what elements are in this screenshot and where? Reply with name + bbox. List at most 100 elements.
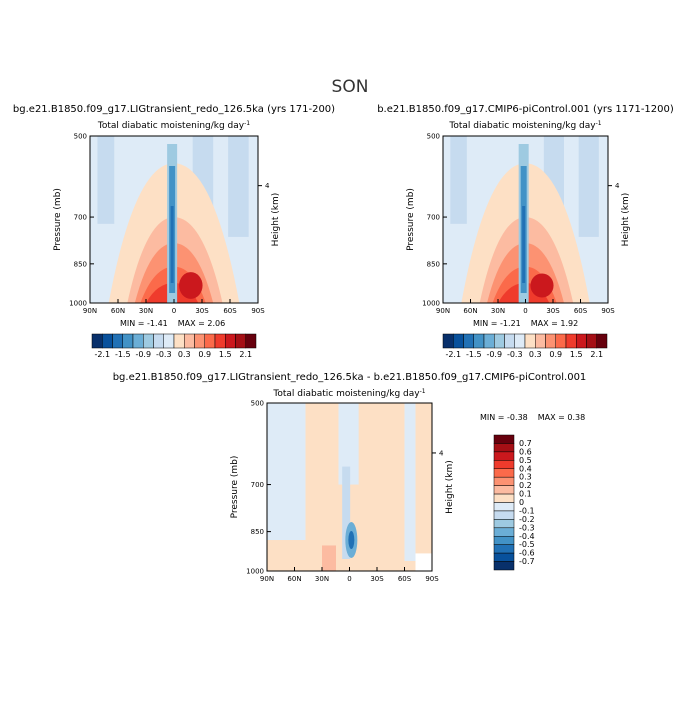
y-tick-label: 500: [427, 133, 440, 141]
x-tick-label: 90S: [425, 575, 439, 583]
colorbar-label: 2.1: [590, 350, 603, 359]
colorbar-swatch: [493, 519, 515, 529]
field-band: [267, 403, 306, 541]
colorbar-swatch: [204, 333, 216, 349]
colorbar-label: -0.9: [135, 350, 151, 359]
panels-layer: bg.e21.B1850.f09_g17.LIGtransient_redo_1…: [13, 104, 674, 583]
season-title: SON: [332, 77, 369, 97]
colorbar-swatch: [112, 333, 123, 349]
y-tick-label: 700: [74, 214, 87, 222]
colorbar-label: -0.1: [519, 506, 535, 515]
colorbar-swatch: [493, 527, 515, 537]
min-max-text: MIN = -1.21 MAX = 1.92: [473, 319, 578, 328]
field-band: [322, 545, 336, 571]
panel-subtitle-sup: -1: [420, 388, 426, 395]
colorbar-swatch: [545, 333, 556, 349]
colorbar-swatch: [493, 536, 515, 545]
field-band: [342, 466, 351, 559]
x-tick-label: 30S: [370, 575, 384, 583]
x-tick-label: 30S: [195, 307, 209, 315]
colorbar-swatch: [493, 485, 515, 495]
x-tick-label: 60S: [398, 575, 412, 583]
x-tick-label: 60N: [463, 307, 477, 315]
field-band: [338, 403, 359, 485]
colorbar-label: -1.5: [466, 350, 482, 359]
colorbar-swatch: [102, 333, 113, 349]
colorbar-swatch: [225, 333, 236, 349]
max-label: MAX =: [531, 319, 561, 328]
colorbar-swatch: [132, 333, 144, 349]
x-tick-label: 30N: [139, 307, 153, 315]
colorbar-swatch: [493, 510, 515, 520]
colorbar-swatch: [504, 333, 515, 349]
colorbar-label: 0.3: [519, 473, 532, 482]
colorbar-label: -0.3: [156, 350, 172, 359]
colorbar-swatch: [565, 333, 577, 349]
x-tick-label: 90N: [260, 575, 274, 583]
max-label: MAX =: [538, 413, 568, 422]
x-tick-label: 0: [347, 575, 351, 583]
y-tick-label: 850: [427, 260, 440, 268]
x-tick-label: 60S: [223, 307, 237, 315]
colorbar-swatch: [493, 476, 515, 486]
colorbar: -2.1 -1.5 -0.9 -0.3 0.3 0.9 1.5 2.1: [442, 333, 608, 359]
x-tick-label: 30N: [315, 575, 329, 583]
y-axis-label: Pressure (mb): [53, 188, 63, 251]
min-value: -1.21: [500, 319, 521, 328]
y2-tick-label: 4: [265, 182, 270, 190]
max-value: 0.38: [567, 413, 585, 422]
colorbar-label: -2.1: [445, 350, 461, 359]
min-value: -1.41: [147, 319, 168, 328]
colorbar-label: -0.3: [519, 523, 535, 532]
y-tick-label: 850: [74, 260, 87, 268]
y2-axis-label: Height (km): [445, 460, 455, 514]
colorbar-label: 0.4: [519, 464, 532, 473]
colorbar-swatch: [576, 333, 587, 349]
colorbar-label: 1.5: [570, 350, 583, 359]
y2-tick-label: 4: [439, 449, 444, 457]
colorbar-swatch: [122, 333, 134, 349]
x-tick-label: 60N: [287, 575, 301, 583]
panel-title: b.e21.B1850.f09_g17.CMIP6-piControl.001 …: [377, 104, 674, 115]
colorbar-swatch: [493, 552, 515, 562]
colorbar-swatch: [235, 333, 246, 349]
colorbar-swatch: [555, 333, 567, 349]
colorbar-swatch: [453, 333, 464, 349]
colorbar-swatch: [245, 333, 257, 349]
colorbar-swatch: [163, 333, 175, 349]
colorbar-swatch: [586, 333, 597, 349]
min-label: MIN =: [473, 319, 500, 328]
y-axis-label: Pressure (mb): [230, 456, 240, 519]
colorbar-swatch: [514, 333, 526, 349]
colorbar-label: -1.5: [115, 350, 131, 359]
colorbar-swatch: [494, 333, 505, 349]
panel-subtitle-sup: -1: [596, 120, 602, 127]
colorbar-swatch: [143, 333, 154, 349]
y2-axis-label: Height (km): [621, 193, 631, 247]
min-value: -0.38: [507, 413, 528, 422]
colorbar-swatch: [194, 333, 205, 349]
colorbar-label: -0.9: [486, 350, 502, 359]
colorbar-label: 2.1: [239, 350, 252, 359]
colorbar-swatch: [493, 561, 515, 571]
colorbar-swatch: [493, 502, 515, 512]
colorbar-label: -0.3: [507, 350, 523, 359]
field-maximum: [179, 272, 203, 299]
field-maximum: [530, 273, 554, 298]
x-tick-label: 90N: [83, 307, 97, 315]
y-tick-label: 1000: [246, 568, 264, 576]
x-tick-label: 60N: [111, 307, 125, 315]
max-value: 2.06: [207, 319, 225, 328]
min-max-text: MIN = -0.38 MAX = 0.38: [480, 413, 585, 422]
colorbar-label: 0.6: [519, 447, 532, 456]
field-band: [97, 136, 115, 224]
panel-panel_lig: bg.e21.B1850.f09_g17.LIGtransient_redo_1…: [13, 104, 335, 359]
panel-subtitle: Total diabatic moistening/kg day-1: [272, 388, 425, 399]
colorbar-label: -0.4: [519, 532, 535, 541]
min-label: MIN =: [120, 319, 147, 328]
colorbar-label: -0.2: [519, 515, 535, 524]
x-tick-label: 0: [523, 307, 527, 315]
x-tick-label: 30N: [491, 307, 505, 315]
colorbar-swatch: [473, 333, 485, 349]
colorbar-label: 0.9: [549, 350, 562, 359]
